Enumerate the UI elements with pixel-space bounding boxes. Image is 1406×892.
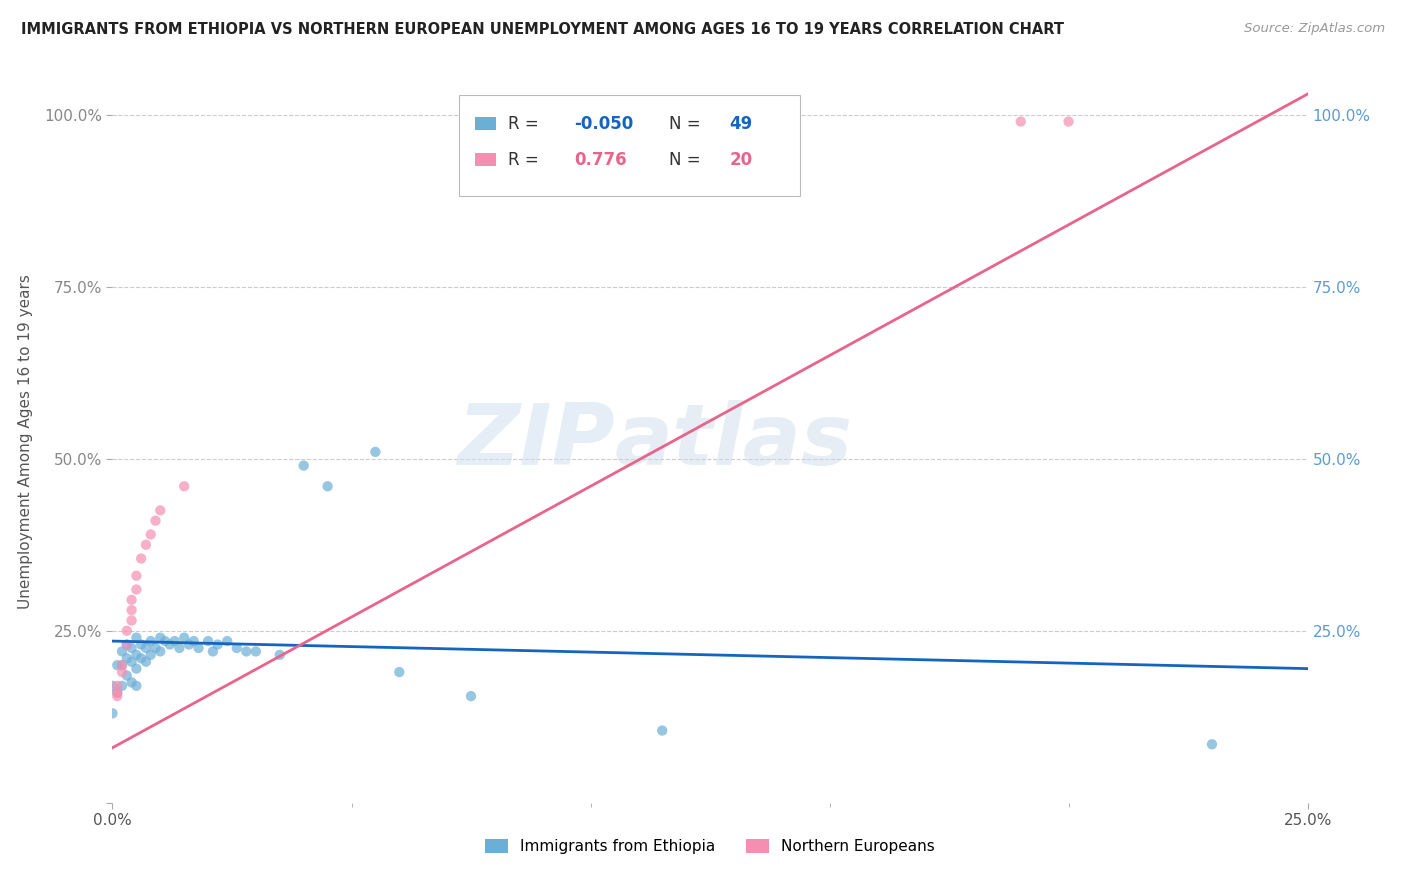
Point	[115, 651, 138, 665]
Point	[125, 582, 148, 597]
FancyBboxPatch shape	[475, 117, 496, 130]
Text: -0.050: -0.050	[574, 115, 633, 133]
Point	[153, 634, 176, 648]
Point	[101, 706, 124, 721]
Text: Source: ZipAtlas.com: Source: ZipAtlas.com	[1244, 22, 1385, 36]
Point	[125, 631, 148, 645]
Point	[121, 614, 143, 628]
Point	[149, 503, 172, 517]
Y-axis label: Unemployment Among Ages 16 to 19 years: Unemployment Among Ages 16 to 19 years	[18, 274, 32, 609]
Point	[125, 662, 148, 676]
Point	[129, 638, 152, 652]
Point	[163, 634, 186, 648]
Point	[105, 686, 128, 700]
Point	[135, 655, 157, 669]
Point	[177, 638, 200, 652]
Point	[135, 640, 157, 655]
Point	[105, 686, 128, 700]
Point	[121, 675, 143, 690]
Point	[145, 514, 167, 528]
Point	[187, 640, 209, 655]
Text: 0.776: 0.776	[574, 151, 627, 169]
Text: ZIP: ZIP	[457, 400, 614, 483]
Point	[1201, 737, 1223, 751]
Point	[121, 655, 143, 669]
Text: N =: N =	[669, 115, 706, 133]
Point	[121, 603, 143, 617]
Text: 20: 20	[730, 151, 752, 169]
Point	[125, 648, 148, 662]
Point	[149, 631, 172, 645]
Point	[105, 689, 128, 703]
Point	[316, 479, 339, 493]
Point	[149, 644, 172, 658]
Point	[115, 638, 138, 652]
Point	[1010, 114, 1032, 128]
Point	[115, 668, 138, 682]
Point	[460, 689, 482, 703]
Point	[364, 445, 387, 459]
Text: N =: N =	[669, 151, 706, 169]
Point	[159, 638, 181, 652]
Point	[1057, 114, 1080, 128]
Text: IMMIGRANTS FROM ETHIOPIA VS NORTHERN EUROPEAN UNEMPLOYMENT AMONG AGES 16 TO 19 Y: IMMIGRANTS FROM ETHIOPIA VS NORTHERN EUR…	[21, 22, 1064, 37]
Point	[115, 624, 138, 638]
Point	[139, 648, 162, 662]
Point	[139, 634, 162, 648]
Point	[115, 638, 138, 652]
Point	[111, 644, 134, 658]
Point	[651, 723, 673, 738]
Point	[225, 640, 247, 655]
Point	[388, 665, 411, 679]
Point	[139, 527, 162, 541]
Text: R =: R =	[508, 151, 544, 169]
Point	[111, 679, 134, 693]
Point	[269, 648, 291, 662]
Point	[125, 679, 148, 693]
Point	[201, 644, 224, 658]
Point	[111, 665, 134, 679]
Point	[105, 679, 128, 693]
Point	[105, 658, 128, 673]
Point	[111, 658, 134, 673]
Point	[207, 638, 229, 652]
Point	[245, 644, 267, 658]
Point	[173, 479, 195, 493]
Text: atlas: atlas	[614, 400, 852, 483]
Point	[129, 551, 152, 566]
Point	[292, 458, 315, 473]
Point	[197, 634, 219, 648]
Point	[101, 679, 124, 693]
Point	[169, 640, 191, 655]
Point	[111, 658, 134, 673]
Point	[235, 644, 257, 658]
FancyBboxPatch shape	[475, 153, 496, 166]
Text: R =: R =	[508, 115, 544, 133]
Point	[125, 568, 148, 582]
Point	[121, 640, 143, 655]
FancyBboxPatch shape	[458, 95, 800, 196]
Point	[173, 631, 195, 645]
Point	[145, 640, 167, 655]
Text: 49: 49	[730, 115, 752, 133]
Point	[217, 634, 239, 648]
Point	[129, 651, 152, 665]
Point	[183, 634, 205, 648]
Point	[135, 538, 157, 552]
Legend: Immigrants from Ethiopia, Northern Europeans: Immigrants from Ethiopia, Northern Europ…	[479, 833, 941, 860]
Point	[121, 592, 143, 607]
